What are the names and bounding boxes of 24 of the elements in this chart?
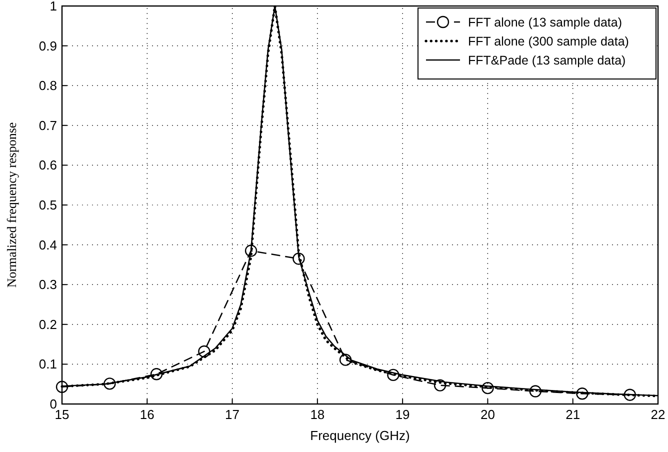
- x-tick-label: 18: [310, 407, 325, 422]
- x-axis-title: Frequency (GHz): [310, 428, 410, 443]
- x-tick-label: 17: [225, 407, 240, 422]
- y-tick-label: 0.5: [38, 198, 57, 212]
- legend-label: FFT&Pade (13 sample data): [468, 54, 626, 68]
- x-tick-label: 20: [480, 407, 495, 422]
- y-tick-label: 0: [50, 396, 57, 412]
- x-tick-label: 16: [140, 407, 154, 422]
- y-tick-label: 0.3: [38, 277, 57, 292]
- x-tick-label: 21: [566, 407, 580, 422]
- y-tick-label: 0.7: [38, 118, 57, 133]
- x-tick-label: 19: [395, 407, 410, 422]
- legend-label: FFT alone (13 sample data): [468, 16, 622, 30]
- y-tick-label: 0.8: [38, 78, 57, 94]
- x-tick-label: 15: [54, 407, 70, 422]
- y-axis-title: Normalized frequency response: [4, 122, 19, 288]
- y-tick-label: 0.2: [38, 316, 57, 332]
- y-tick-label: 0.4: [38, 237, 57, 252]
- legend-label: FFT alone (300 sample data): [468, 34, 629, 48]
- y-tick-label: 0.6: [38, 158, 57, 173]
- y-tick-label: 0.9: [38, 38, 57, 54]
- y-tick-label: 1: [50, 0, 57, 14]
- x-tick-label: 22: [650, 407, 666, 422]
- y-tick-label: 0.1: [38, 356, 57, 372]
